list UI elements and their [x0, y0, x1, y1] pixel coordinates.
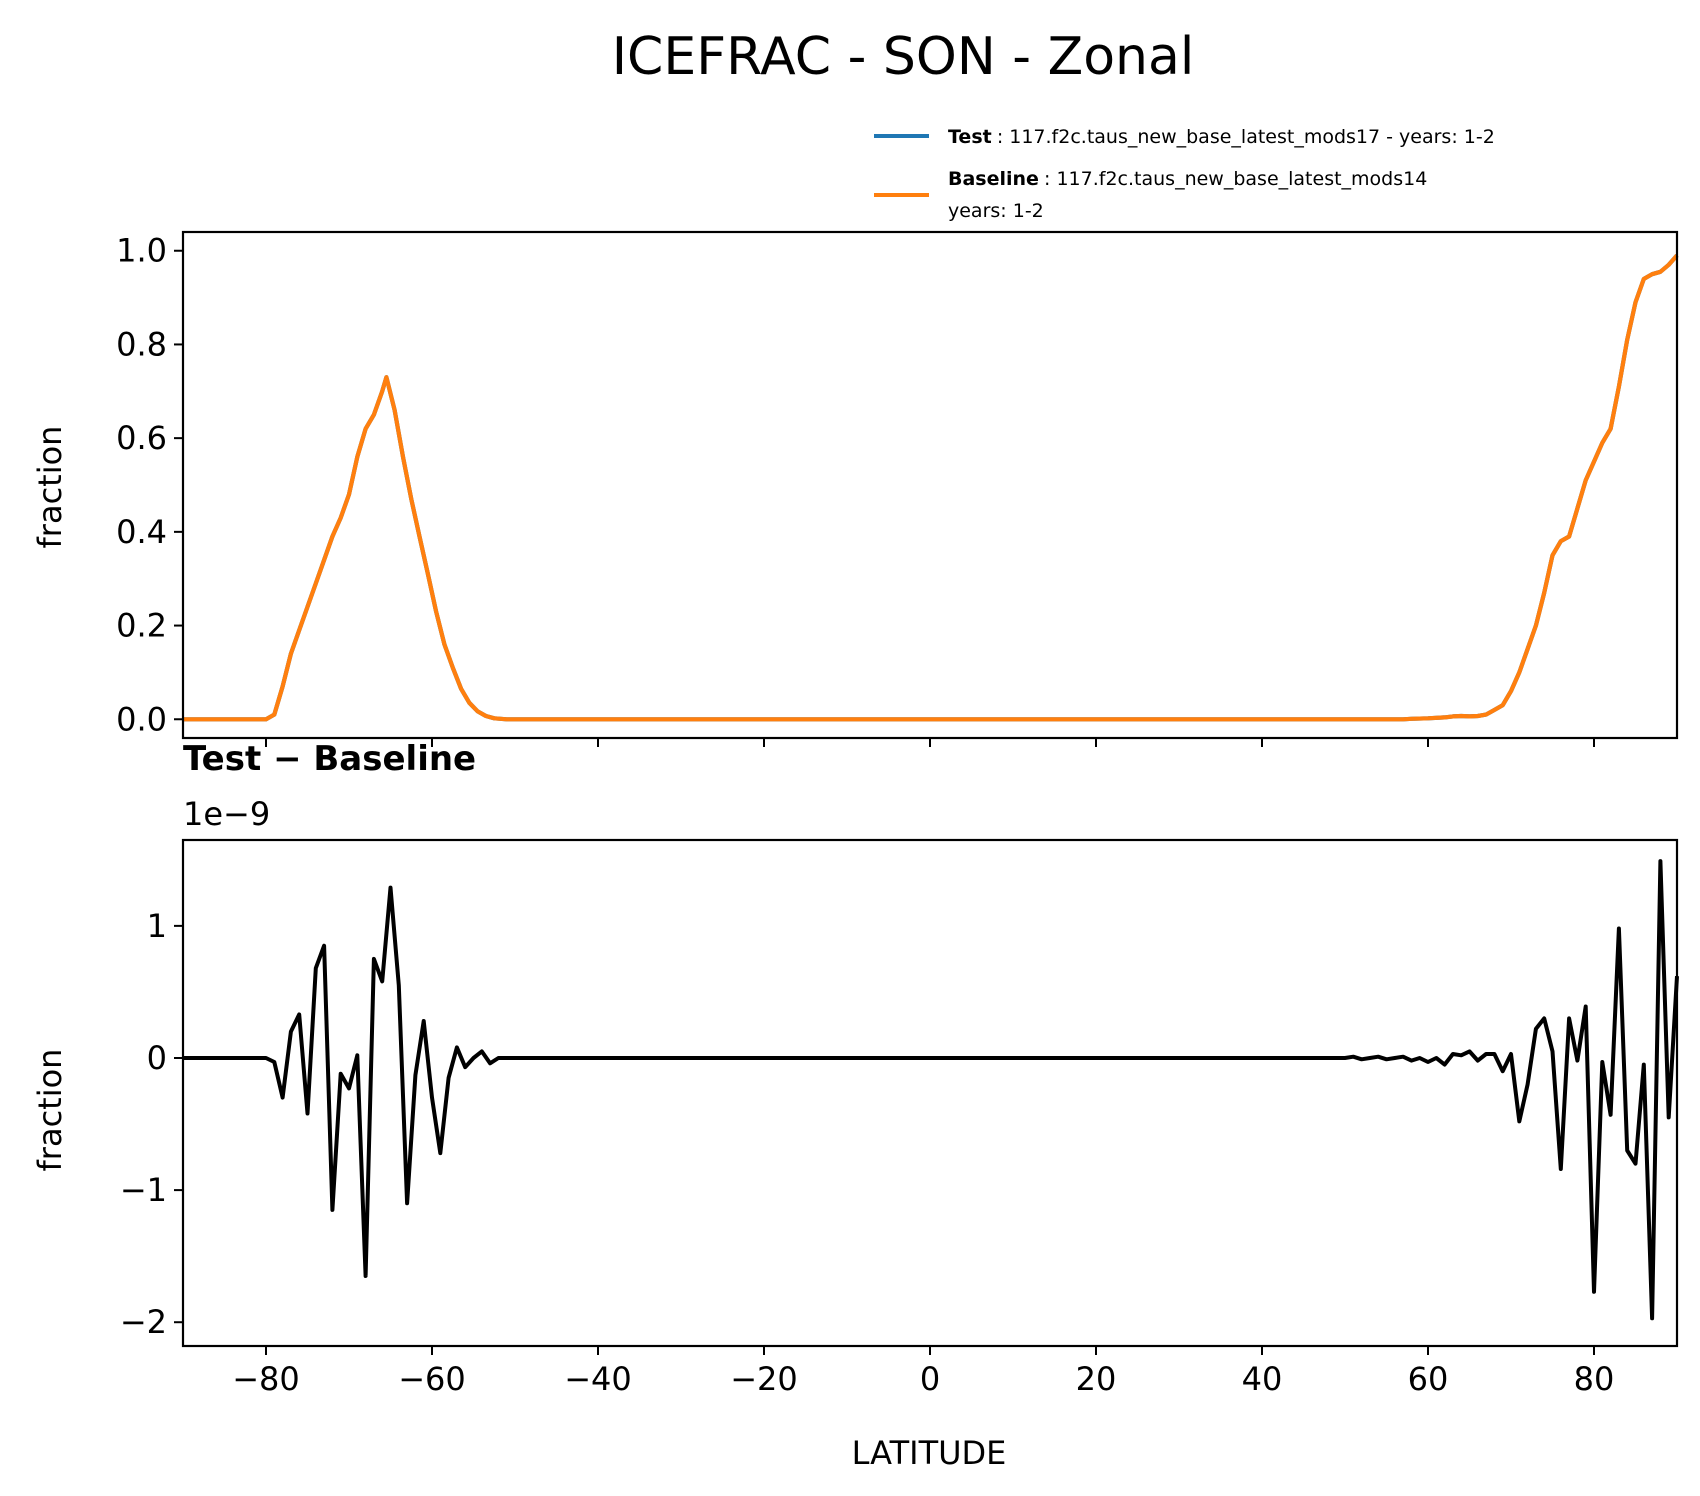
y-offset-label: 1e−9 [183, 795, 270, 833]
y-tick-label: 0.0 [116, 700, 167, 738]
bottom-x-ticks: −80 −60 −40 −20 0 20 40 60 80 [232, 1346, 1614, 1398]
bottom-y-axis-label: fraction [31, 1049, 69, 1172]
x-axis-label: LATITUDE [852, 1434, 1007, 1472]
bottom-y-ticks: −2 −1 0 1 [120, 907, 183, 1341]
legend: Test : 117.f2c.taus_new_base_latest_mods… [874, 126, 1495, 222]
series-line-test-baseline [183, 859, 1679, 1321]
difference-panel-title: Test − Baseline [183, 739, 476, 779]
series-line-baseline [183, 254, 1679, 722]
top-x-ticks [265, 738, 1595, 747]
y-tick-label: 0 [147, 1039, 167, 1077]
y-tick-label: −2 [120, 1303, 167, 1341]
difference-series-line [183, 859, 1679, 1321]
y-tick-label: −1 [120, 1171, 167, 1209]
x-tick-label: 60 [1408, 1360, 1449, 1398]
y-tick-label: 1 [147, 907, 167, 945]
legend-text-test: : 117.f2c.taus_new_base_latest_mods17 - … [997, 126, 1495, 148]
legend-entry-baseline: Baseline : 117.f2c.taus_new_base_latest_… [948, 168, 1427, 190]
legend-label-baseline: Baseline [948, 168, 1039, 190]
chart-title: ICEFRAC - SON - Zonal [612, 27, 1195, 87]
top-y-ticks: 0.0 0.2 0.4 0.6 0.8 1.0 [116, 232, 183, 738]
y-tick-label: 0.2 [116, 607, 167, 645]
legend-label-test: Test [948, 126, 992, 148]
legend-text-baseline: : 117.f2c.taus_new_base_latest_mods14 [1044, 168, 1427, 190]
x-tick-label: −20 [730, 1360, 798, 1398]
panel-bottom: Test − Baseline 1e−9 −2 −1 0 1 −80 −60 −40 −20… [31, 739, 1679, 1472]
y-tick-label: 1.0 [116, 232, 167, 270]
x-tick-label: 20 [1076, 1360, 1117, 1398]
x-tick-label: 80 [1574, 1360, 1615, 1398]
panel-top: 0.0 0.2 0.4 0.6 0.8 1.0 fraction [31, 230, 1679, 747]
y-tick-label: 0.4 [116, 513, 167, 551]
x-tick-label: 0 [920, 1360, 940, 1398]
x-tick-label: −40 [564, 1360, 632, 1398]
legend-text-baseline-line2: years: 1-2 [948, 200, 1044, 222]
top-series-lines [183, 254, 1679, 722]
x-tick-label: −80 [232, 1360, 300, 1398]
x-tick-label: −60 [398, 1360, 466, 1398]
y-tick-label: 0.6 [116, 419, 167, 457]
x-tick-label: 40 [1242, 1360, 1283, 1398]
legend-entry-test: Test : 117.f2c.taus_new_base_latest_mods… [948, 126, 1495, 148]
top-y-axis-label: fraction [31, 426, 69, 549]
y-tick-label: 0.8 [116, 325, 167, 363]
bottom-plot-frame [181, 838, 1679, 1348]
